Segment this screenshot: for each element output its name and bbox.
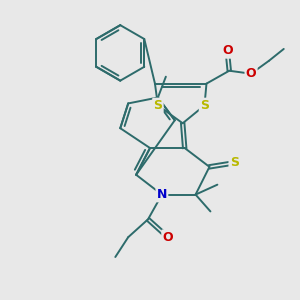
Text: O: O <box>222 44 232 57</box>
Text: N: N <box>157 188 167 201</box>
Text: O: O <box>163 231 173 244</box>
Text: S: S <box>153 99 162 112</box>
Text: S: S <box>230 156 239 170</box>
Text: O: O <box>246 67 256 80</box>
Text: S: S <box>200 99 209 112</box>
